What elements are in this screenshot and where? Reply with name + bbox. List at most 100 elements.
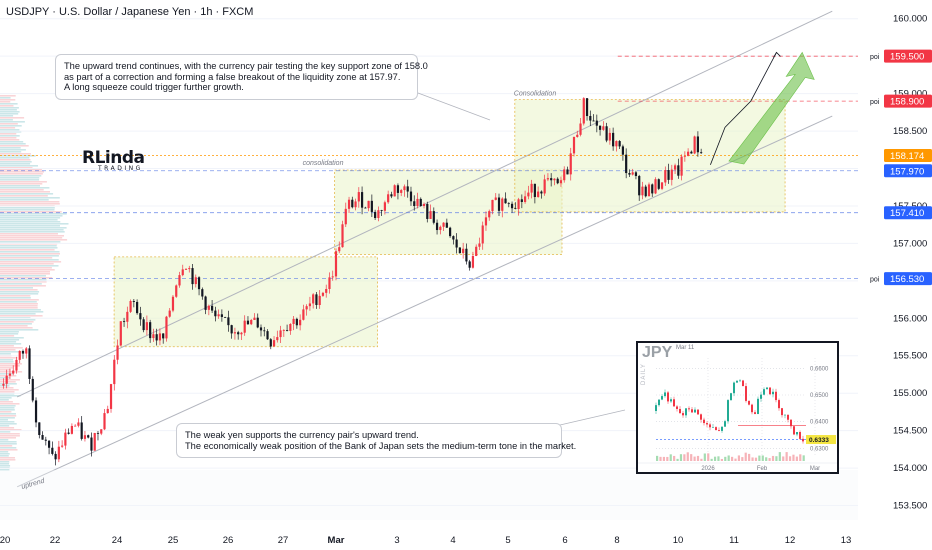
inset-candle-body [697,409,699,415]
volume-profile-bar [0,109,17,111]
inset-volume-bar [700,458,703,461]
volume-profile-bar [0,135,20,137]
candle-body [224,316,227,318]
volume-profile-bar [0,447,17,449]
inset-last-price: 0.6333 [809,437,829,444]
candle-body [468,261,471,268]
candle-body [390,194,393,197]
inset-candle-body [799,432,801,439]
candle-body [517,199,520,210]
price-tags: 159.500 poi 158.900 poi 157.970 157.410 156.53… [870,49,932,286]
candle-body [673,165,677,170]
candle-body [119,321,122,346]
volume-profile-bar [0,305,38,307]
inset-candle-body [748,400,750,405]
x-tick-label: Mar [328,535,345,546]
x-tick-label: 4 [450,535,455,546]
volume-profile-bar [0,261,62,263]
volume-profile-bar [0,229,64,231]
volume-profile-bar [0,267,52,269]
poi-label: poi [870,54,880,61]
volume-profile-bar [0,263,54,265]
candle-body [396,185,400,193]
candle-body [501,198,504,211]
candle-body [621,146,625,155]
volume-profile-bar [0,411,12,413]
volume-profile-bar [0,389,19,391]
candle-body [259,327,263,331]
candle-body [220,314,223,317]
candle-body [403,186,406,191]
candle-body [41,435,44,440]
inset-candle-body [682,413,684,416]
candle-body [364,207,367,209]
inset-volume-bar [683,454,686,461]
candle-body [305,306,308,310]
poi-label: poi [870,277,880,284]
volume-profile-bar [0,359,14,361]
volume-profile-bar [0,95,16,97]
volume-profile-bar [0,323,32,325]
candle-body [25,348,28,354]
inset-candle-body [700,414,702,420]
volume-profile-bar [0,187,50,189]
volume-profile-bar [0,461,10,463]
candle-body [696,136,699,153]
time-axis[interactable]: 20 22 24 25 26 27 Mar 3 4 5 6 8 10 11 12 13 [0,528,932,550]
volume-profile-bar [0,449,18,451]
inset-volume-bar [710,458,713,461]
volume-profile-bar [0,225,60,227]
volume-profile-bar [0,313,36,315]
volume-profile-bar [0,223,69,225]
volume-profile-bar [0,283,42,285]
x-tick-label: 24 [112,535,123,546]
volume-profile-bar [0,241,61,243]
volume-profile-bar [0,253,60,255]
candle-body [488,211,491,218]
inset-y-tick: 0.6300 [810,446,829,452]
volume-profile-bar [0,259,59,261]
candle-body [347,199,351,209]
volume-profile-bar [0,431,11,433]
consolidation-label-2: Consolidation [514,91,557,98]
volume-profile-bar [0,129,20,131]
candle-body [194,277,197,285]
level-tag-bg [884,272,932,286]
candle-body [569,153,572,175]
candle-body [51,447,54,454]
volume-profile-bar [0,197,60,199]
candle-body [2,383,5,386]
candle-body [432,211,435,223]
symbol-title[interactable]: USDJPY · U.S. Dollar / Japanese Yen · 1h… [6,6,254,18]
volume-profile-bar [0,423,17,425]
candle-body [47,440,51,448]
inset-volume-bar [713,456,717,461]
inset-y-tick: 0.6500 [810,393,829,399]
candle-body [380,210,383,211]
volume-profile-bar [0,329,39,331]
inset-candle-body [778,400,780,409]
volume-profile-bar [0,217,61,219]
candle-body [246,320,250,325]
volume-profile-bar [0,237,63,239]
candle-body [64,432,67,446]
volume-profile-bar [0,199,49,201]
candle-body [302,309,305,320]
candle-body [341,224,344,248]
candle-body [328,277,331,289]
volume-band [0,470,858,520]
candle-body [527,192,530,197]
volume-profile-bar [0,319,36,321]
candle-body [595,120,598,126]
candle-body [331,276,334,278]
y-tick-label: 160.000 [893,14,927,25]
candle-body [514,208,517,210]
inset-volume-bar [792,454,795,461]
candle-body [383,202,386,211]
candle-body [126,311,129,322]
x-tick-label: 6 [562,535,567,546]
inset-volume-bar [676,458,679,461]
volume-profile-bar [0,435,20,437]
volume-profile-bar [0,453,10,455]
